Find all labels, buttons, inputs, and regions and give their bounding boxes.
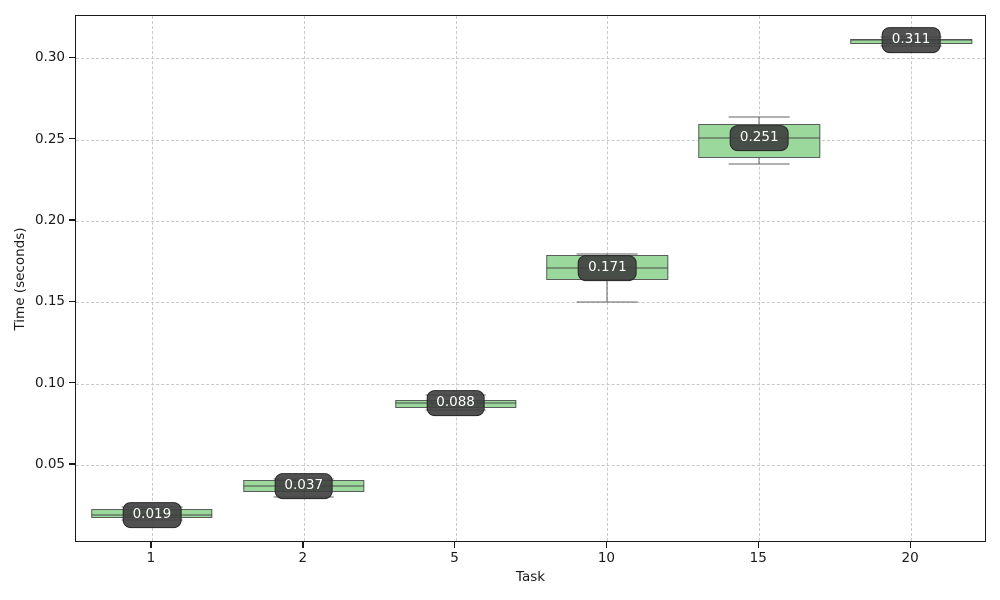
x-tick-label: 15 <box>749 550 767 566</box>
y-gridline <box>76 383 985 385</box>
x-tick-label: 10 <box>597 550 615 566</box>
x-gridline <box>303 16 305 541</box>
x-gridline <box>759 16 761 541</box>
whisker-cap-upper <box>728 116 790 118</box>
box-value-label: 0.037 <box>274 473 334 499</box>
y-axis-label: Time (seconds) <box>12 226 28 331</box>
y-tick-label: 0.30 <box>34 49 65 66</box>
x-tick-mark <box>302 542 304 548</box>
x-tick-mark <box>454 542 456 548</box>
y-tick-mark <box>69 138 75 140</box>
whisker-cap-upper <box>577 253 638 255</box>
x-tick-mark <box>605 542 608 548</box>
y-tick-mark <box>69 56 75 59</box>
y-tick-mark <box>69 463 75 465</box>
y-tick-label: 0.20 <box>34 211 65 228</box>
y-tick-mark <box>69 300 75 303</box>
y-tick-label: 0.15 <box>34 293 65 310</box>
y-tick-label: 0.25 <box>34 130 65 147</box>
x-tick-mark <box>757 542 760 548</box>
x-tick-mark <box>150 542 152 548</box>
y-tick-label: 0.10 <box>34 374 65 391</box>
box-value-label: 0.019 <box>122 502 182 529</box>
y-tick-mark <box>69 382 75 384</box>
y-gridline <box>76 220 985 222</box>
x-gridline <box>151 16 153 541</box>
whisker-cap-lower <box>728 163 790 165</box>
box-value-label: 0.171 <box>578 255 637 282</box>
box-value-label: 0.088 <box>426 390 485 417</box>
y-gridline <box>76 464 985 466</box>
x-tick-label: 1 <box>146 550 156 566</box>
x-axis-label: Task <box>515 569 546 585</box>
box-value-label: 0.311 <box>881 27 941 54</box>
x-tick-label: 2 <box>298 550 308 566</box>
x-tick-mark <box>909 542 911 548</box>
x-gridline <box>455 16 457 541</box>
y-tick-mark <box>69 219 75 221</box>
x-tick-label: 20 <box>901 550 919 566</box>
x-gridline <box>911 16 913 541</box>
x-tick-label: 5 <box>450 550 459 566</box>
plot-area: 0.019 0.037 0.088 0.171 0.251 0.311 <box>75 15 986 542</box>
y-gridline <box>76 302 985 304</box>
y-gridline <box>76 139 985 141</box>
whisker-cap-lower <box>577 301 638 303</box>
y-gridline <box>76 58 985 60</box>
box-value-label: 0.251 <box>729 125 789 151</box>
y-tick-label: 0.05 <box>34 455 65 472</box>
